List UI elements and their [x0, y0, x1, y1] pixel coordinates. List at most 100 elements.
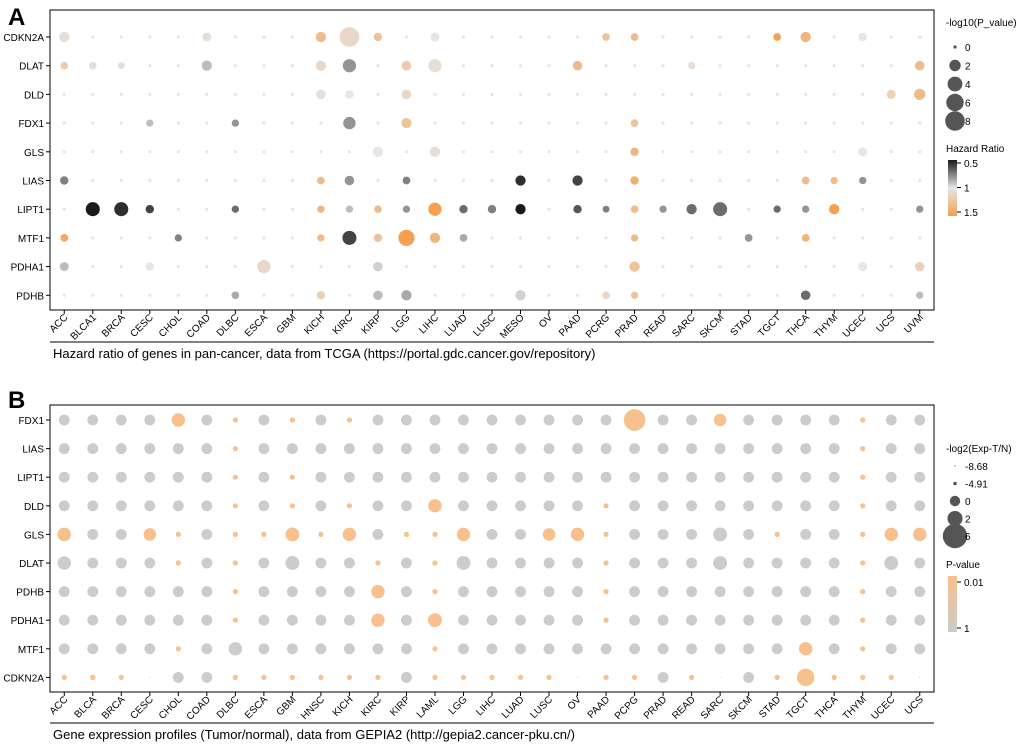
- point-b-gls-gbm: [285, 527, 300, 542]
- row-label-b-dld: DLD: [24, 502, 44, 513]
- point-gls-lusc: [490, 150, 494, 154]
- point-b-cdkn2a-read: [689, 674, 695, 681]
- point-b-pdhb-laml: [432, 589, 438, 595]
- col-label-b-lgg: LGG: [447, 694, 470, 717]
- point-pdhb-meso: [515, 290, 526, 301]
- point-b-lias-read: [686, 443, 698, 455]
- point-lipt1-ucs: [889, 207, 893, 211]
- point-cdkn2a-chol: [176, 35, 180, 39]
- point-pdha1-kirc: [347, 265, 352, 269]
- point-fdx1-esca: [262, 121, 266, 125]
- point-dlat-uvm: [914, 60, 925, 71]
- point-b-dlat-coad: [201, 557, 213, 569]
- point-lipt1-kich: [317, 205, 325, 213]
- panel-b-caption: Gene expression profiles (Tumor/normal),…: [53, 727, 575, 742]
- point-fdx1-stad: [747, 121, 751, 125]
- point-pdha1-tgct: [775, 265, 779, 269]
- col-label-esca: ESCA: [243, 312, 270, 339]
- point-b-lipt1-kirp: [401, 471, 412, 483]
- point-b-fdx1-kich: [346, 417, 353, 423]
- point-lias-pcrg: [604, 178, 608, 183]
- col-label-gbm: GBM: [275, 312, 299, 336]
- size-legend-dot: [953, 481, 957, 486]
- point-pdhb-acc: [62, 293, 66, 297]
- point-pdha1-coad: [205, 265, 209, 269]
- point-b-mtf1-brca: [115, 643, 127, 655]
- col-label-b-lihc: LIHC: [474, 694, 498, 718]
- point-b-gls-lgg: [456, 527, 471, 542]
- point-dlat-coad: [201, 60, 212, 71]
- point-b-gls-coad: [201, 528, 213, 540]
- point-b-lipt1-thym: [860, 474, 866, 480]
- point-b-dlat-gbm: [285, 556, 300, 570]
- point-gls-pcrg: [604, 150, 608, 154]
- point-b-mtf1-paad: [600, 643, 612, 655]
- point-b-lipt1-read: [686, 471, 698, 483]
- point-b-cdkn2a-chol: [172, 671, 184, 683]
- point-b-dld-esca: [258, 500, 270, 512]
- point-b-mtf1-thca: [828, 643, 840, 655]
- point-b-lias-esca: [258, 443, 270, 455]
- point-b-dld-lihc: [486, 500, 498, 512]
- point-mtf1-thca: [801, 234, 810, 242]
- point-cdkn2a-sarc: [690, 35, 694, 39]
- point-b-cdkn2a-thym: [860, 674, 866, 681]
- point-b-mtf1-read: [686, 643, 698, 655]
- point-lipt1-ov: [547, 207, 551, 211]
- col-label-b-laml: LAML: [415, 694, 442, 721]
- point-dld-ov: [547, 92, 551, 96]
- point-b-dlat-cesc: [144, 557, 156, 569]
- point-lipt1-coad: [205, 207, 209, 211]
- point-b-dlat-lgg: [456, 556, 471, 570]
- point-b-dld-pcpg: [629, 500, 641, 512]
- point-pdhb-blca1: [91, 293, 95, 297]
- point-b-pdhb-ucs: [914, 586, 926, 598]
- point-b-pdha1-coad: [201, 614, 213, 626]
- row-label-b-lias: LIAS: [22, 445, 44, 456]
- point-cdkn2a-kich: [315, 31, 327, 43]
- row-label-lias: LIAS: [22, 177, 44, 188]
- size-legend-label: 8: [965, 117, 971, 128]
- point-lipt1-meso: [515, 204, 526, 215]
- point-b-dlat-chol: [175, 560, 181, 566]
- point-lias-read: [661, 178, 665, 183]
- point-gls-paad: [575, 150, 580, 154]
- point-lias-lusc: [490, 178, 494, 183]
- point-b-dlat-stad: [771, 557, 783, 569]
- point-b-dlat-lusc: [543, 557, 555, 569]
- point-dld-lusc: [490, 92, 494, 96]
- point-b-gls-ov: [570, 527, 585, 542]
- point-b-lias-ucs: [914, 443, 926, 455]
- point-b-pdha1-kich: [343, 614, 355, 626]
- point-mtf1-luad: [459, 234, 468, 242]
- point-b-mtf1-stad: [771, 643, 783, 655]
- point-b-pdha1-skcm: [743, 614, 755, 626]
- point-lipt1-brca: [114, 202, 129, 217]
- point-fdx1-lusc: [490, 121, 494, 125]
- point-b-lipt1-lihc: [486, 471, 498, 483]
- point-b-pdhb-kirc: [371, 584, 385, 599]
- point-lias-stad: [747, 178, 751, 183]
- point-b-fdx1-lgg: [458, 414, 469, 426]
- col-label-thym: THYM: [812, 312, 840, 340]
- point-b-cdkn2a-coad: [201, 671, 213, 683]
- row-label-gls: GLS: [24, 148, 44, 159]
- point-b-pdhb-pcpg: [629, 586, 641, 598]
- point-b-gls-thym: [860, 531, 866, 538]
- point-pdhb-kirp: [373, 290, 383, 301]
- point-gls-thca: [804, 150, 808, 154]
- point-b-mtf1-dlbc: [228, 642, 243, 656]
- point-fdx1-lgg: [401, 117, 412, 129]
- point-b-pdhb-lihc: [486, 586, 498, 598]
- col-label-chol: CHOL: [157, 312, 185, 340]
- point-gls-read: [661, 150, 665, 154]
- point-b-cdkn2a-luad: [517, 674, 524, 681]
- point-fdx1-chol: [176, 121, 180, 125]
- point-dld-thca: [804, 92, 808, 96]
- point-b-cdkn2a-kirc: [375, 674, 381, 681]
- point-b-cdkn2a-gbm: [289, 674, 295, 681]
- point-dld-dlbc: [233, 92, 237, 96]
- point-pdha1-thca: [804, 265, 808, 269]
- point-b-mtf1-tgct: [798, 642, 813, 656]
- point-pdha1-ucs: [889, 265, 893, 269]
